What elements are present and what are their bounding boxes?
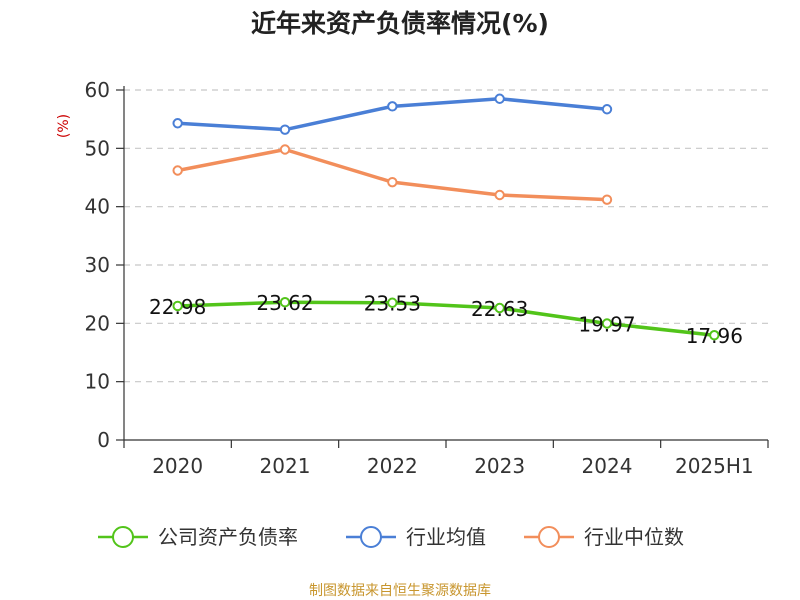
data-point <box>494 302 505 314</box>
data-point <box>172 300 183 312</box>
legend-marker <box>112 526 134 548</box>
y-tick-label: 30 <box>85 253 110 277</box>
grid-lines <box>124 89 768 383</box>
data-labels: 22.98 23.62 23.53 22.63 19.97 17.96 <box>149 291 743 348</box>
data-point <box>172 118 183 129</box>
x-tick-label: 2024 <box>582 454 633 478</box>
series-3 <box>172 144 613 205</box>
data-point <box>172 165 183 176</box>
data-point <box>387 101 398 112</box>
series-2 <box>172 93 613 135</box>
data-label: 22.98 <box>149 295 206 319</box>
data-point <box>494 189 505 201</box>
data-label: 22.63 <box>471 297 528 321</box>
legend-item: 公司资产负债率 <box>98 525 298 549</box>
data-label: 23.62 <box>256 291 313 315</box>
data-point <box>387 297 398 308</box>
source-note: 制图数据来自恒生聚源数据库 <box>309 583 491 599</box>
data-point <box>601 104 613 115</box>
legend-label: 公司资产负债率 <box>158 525 298 549</box>
y-tick-label: 40 <box>85 195 110 219</box>
y-tick-label: 10 <box>85 370 110 394</box>
legend-label: 行业均值 <box>406 525 486 549</box>
legend-label: 行业中位数 <box>584 525 684 549</box>
data-label: 23.53 <box>364 292 421 316</box>
data-point <box>601 318 613 329</box>
x-tick-label: 2025H1 <box>675 454 754 478</box>
legend-marker <box>360 526 382 548</box>
data-point <box>387 176 398 188</box>
x-tick-label: 2020 <box>152 454 203 478</box>
data-point <box>279 124 291 135</box>
x-tick-label: 2023 <box>474 454 525 478</box>
data-point <box>279 144 291 155</box>
legend-item: 行业均值 <box>346 525 486 549</box>
y-axis-unit: (%) <box>56 114 72 138</box>
series-1 <box>172 297 720 341</box>
axes: 0 10 20 30 40 50 60 2020 2021 2022 2023 2024 2025H1 <box>85 78 769 478</box>
legend: 公司资产负债率 行业均值 行业中位数 <box>98 525 684 549</box>
data-point <box>709 330 720 341</box>
data-point <box>279 297 291 308</box>
legend-item: 行业中位数 <box>524 525 684 549</box>
x-tick-label: 2021 <box>260 454 311 478</box>
y-tick-label: 50 <box>85 136 110 160</box>
y-tick-label: 0 <box>97 428 110 452</box>
data-label: 17.96 <box>686 324 743 348</box>
series-line <box>175 147 609 202</box>
data-point <box>494 93 505 104</box>
series-line <box>175 300 717 337</box>
chart-title: 近年来资产负债率情况(%) <box>251 9 549 38</box>
y-tick-label: 60 <box>85 78 110 102</box>
data-point <box>601 194 613 205</box>
series-layer <box>172 93 720 341</box>
y-tick-label: 20 <box>85 311 110 335</box>
x-tick-label: 2022 <box>367 454 418 478</box>
legend-marker <box>538 526 560 548</box>
data-label: 19.97 <box>578 313 635 337</box>
